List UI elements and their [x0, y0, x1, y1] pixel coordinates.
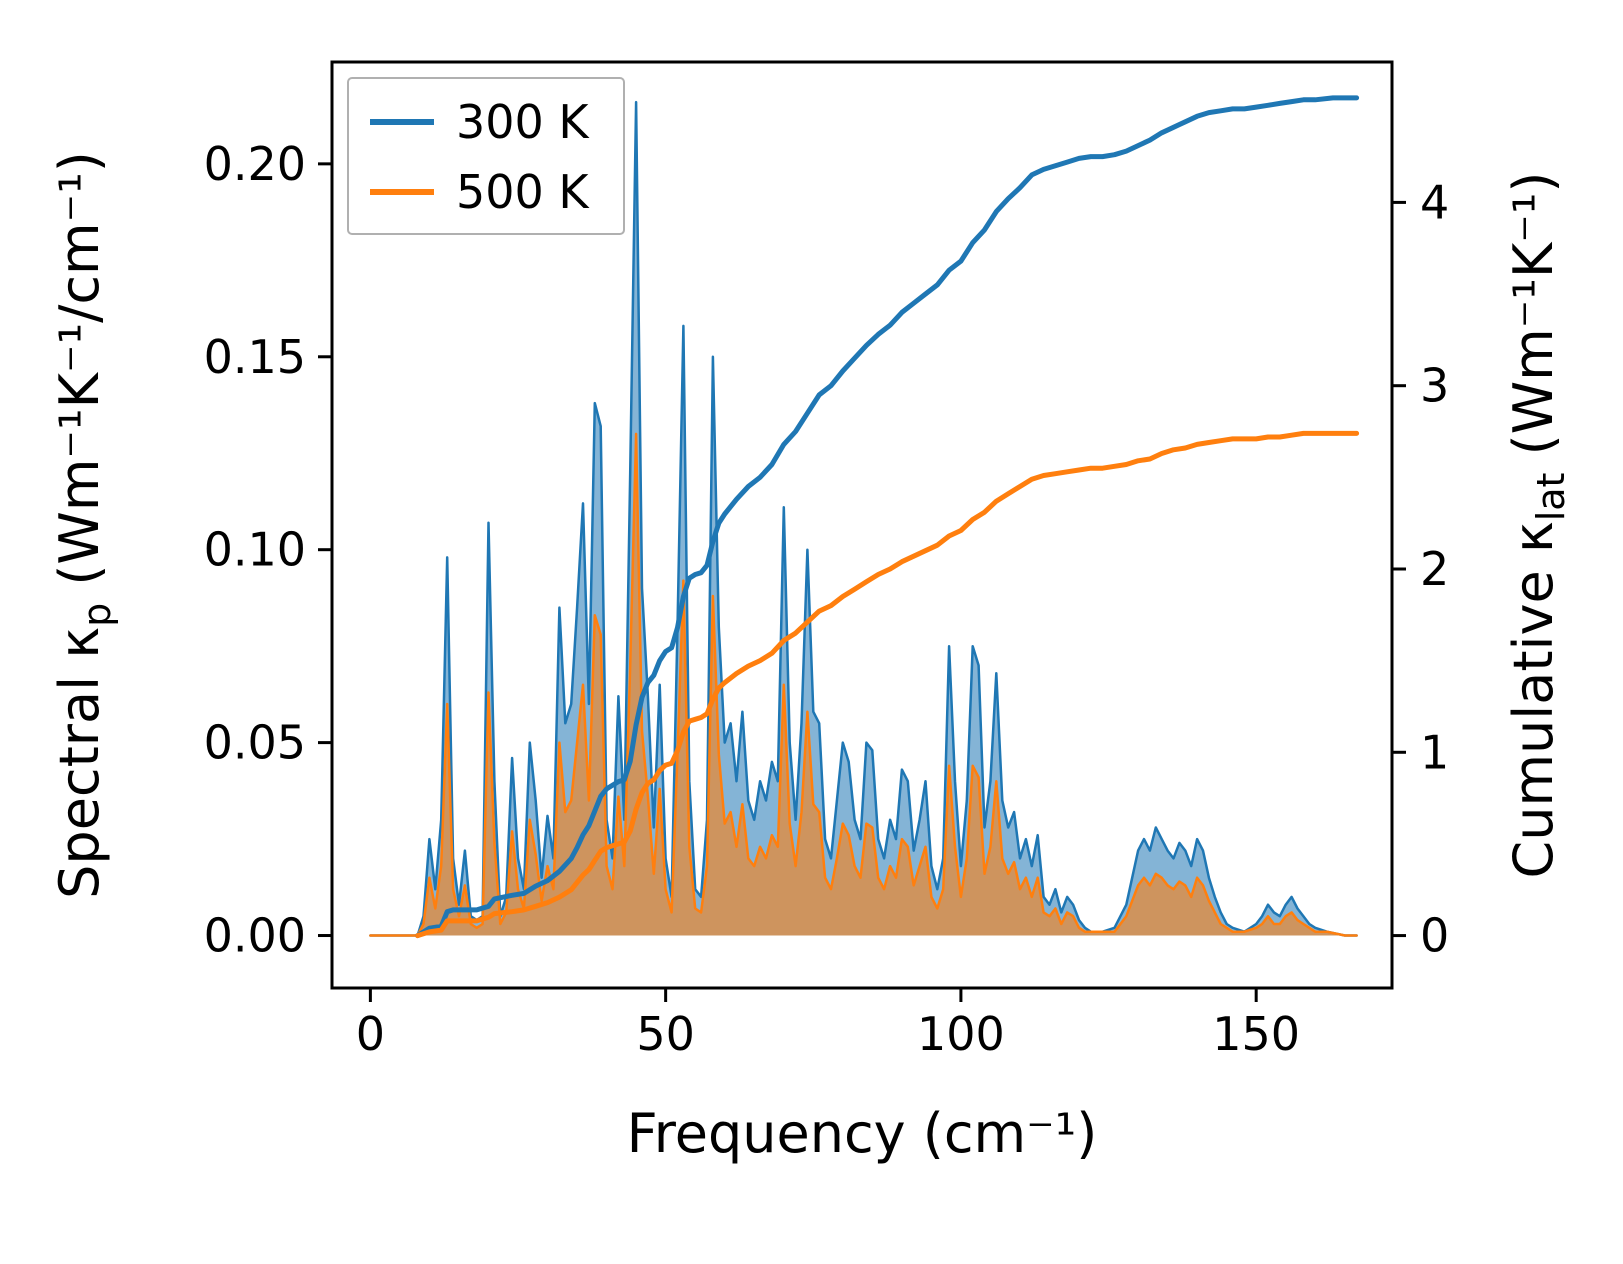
x-tick-label: 150 — [1212, 1007, 1300, 1061]
axes-layer: 0 50 100 150 0.00 0.05 0.10 0.15 0.20 0 1 2 3 4 — [204, 60, 1449, 1061]
y-right-tick-label: 3 — [1420, 359, 1449, 413]
cumulative-line-300k — [415, 95, 1360, 939]
spectral-areas-layer — [369, 100, 1358, 937]
y-left-tick-label: 0.05 — [204, 716, 306, 770]
spectral-line-300k — [369, 100, 1358, 937]
y-right-tick-label: 2 — [1420, 542, 1449, 596]
y-right-tick-label: 0 — [1420, 909, 1449, 963]
legend-label-500k: 500 K — [456, 165, 590, 219]
plot-frame — [330, 60, 1394, 990]
spectral-line-500k — [369, 432, 1358, 937]
legend-label-300k: 300 K — [456, 95, 590, 149]
y-right-tick-label: 4 — [1420, 175, 1449, 229]
y-left-axis-label: Spectral κp (Wm⁻¹K⁻¹/cm⁻¹) — [48, 151, 119, 899]
y-left-tick-label: 0.20 — [204, 137, 306, 191]
y-right-tick-label: 1 — [1420, 725, 1449, 779]
x-tick-label: 0 — [356, 1007, 385, 1061]
y-right-axis-label: Cumulative κlat (Wm⁻¹K⁻¹) — [1502, 172, 1573, 879]
y-left-tick-label: 0.10 — [204, 523, 306, 577]
legend: 300 K 500 K — [347, 77, 625, 235]
x-tick-label: 100 — [917, 1007, 1005, 1061]
cumulative-lines-layer — [415, 95, 1360, 939]
x-axis-label: Frequency (cm⁻¹) — [627, 1102, 1098, 1165]
y-left-tick-label: 0.15 — [204, 330, 306, 384]
x-tick-label: 50 — [636, 1007, 695, 1061]
y-left-tick-label: 0.00 — [204, 909, 306, 963]
cumulative-line-500k — [415, 430, 1360, 939]
